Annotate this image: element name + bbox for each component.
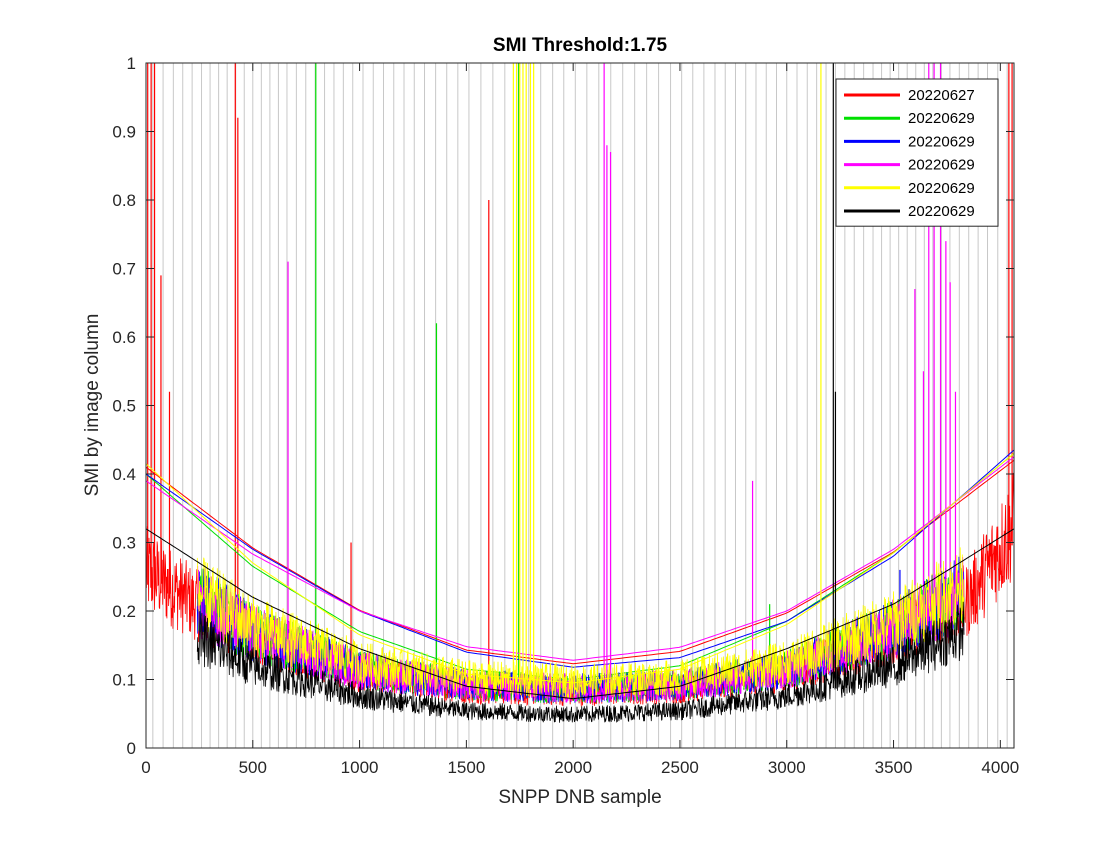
legend-box xyxy=(835,78,999,227)
y-tick-label: 0.8 xyxy=(112,191,136,210)
y-tick-label: 0.2 xyxy=(112,602,136,621)
series-5 xyxy=(146,63,1014,723)
x-tick-label: 0 xyxy=(141,758,150,777)
x-tick-label: 4000 xyxy=(981,758,1019,777)
legend-label-4: 20220629 xyxy=(908,180,975,197)
y-tick-label: 0 xyxy=(127,739,136,758)
y-axis-ticks: 0 0.1 0.2 0.3 0.4 0.5 0.6 0.7 0.8 0.9 1 xyxy=(112,54,1014,758)
series-4-fit-curve xyxy=(146,453,1014,684)
series-2-fit-curve xyxy=(146,449,1014,668)
series-4-trace xyxy=(196,547,965,699)
y-tick-label: 0.5 xyxy=(112,397,136,416)
legend: 20220627 20220629 20220629 20220629 20220629… xyxy=(835,78,999,227)
series-5-trace xyxy=(196,601,965,723)
y-tick-label: 0.1 xyxy=(112,671,136,690)
series-0-fit-curve xyxy=(146,459,1014,665)
legend-label-3: 20220629 xyxy=(908,157,975,174)
x-axis-ticks: 0 500 1000 1500 2000 2500 3000 3500 4000 xyxy=(141,63,1019,777)
legend-label-5: 20220629 xyxy=(908,203,975,220)
y-tick-label: 1 xyxy=(127,54,136,73)
x-tick-label: 1000 xyxy=(341,758,379,777)
y-tick-label: 0.3 xyxy=(112,534,136,553)
series-0 xyxy=(146,63,1014,707)
x-tick-label: 1500 xyxy=(447,758,485,777)
chart-title: SMI Threshold:1.75 xyxy=(493,35,668,56)
y-tick-label: 0.9 xyxy=(112,123,136,142)
legend-label-2: 20220629 xyxy=(908,133,975,150)
x-axis-label: SNPP DNB sample xyxy=(498,787,661,808)
x-tick-label: 2000 xyxy=(554,758,592,777)
x-tick-label: 2500 xyxy=(661,758,699,777)
x-tick-label: 500 xyxy=(239,758,267,777)
y-axis-label: SMI by image column xyxy=(82,314,103,497)
y-tick-label: 0.7 xyxy=(112,260,136,279)
x-tick-label: 3500 xyxy=(875,758,913,777)
y-tick-label: 0.4 xyxy=(112,465,136,484)
legend-label-0: 20220627 xyxy=(908,87,975,104)
legend-label-1: 20220629 xyxy=(908,110,975,127)
plot-area xyxy=(146,63,1014,723)
series-4 xyxy=(146,63,1014,699)
y-tick-label: 0.6 xyxy=(112,328,136,347)
series-5-fit-curve xyxy=(146,528,1014,700)
x-tick-label: 3000 xyxy=(768,758,806,777)
series-3-fit-curve xyxy=(146,456,1014,661)
